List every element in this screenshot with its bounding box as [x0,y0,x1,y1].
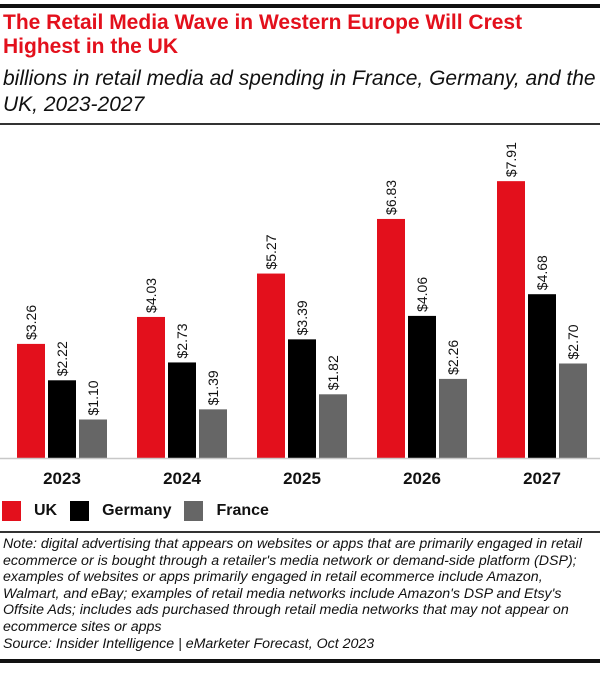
value-label-france-2027: $2.70 [565,324,581,359]
bar-germany-2025 [288,339,316,458]
footnote: Note: digital advertising that appears o… [3,536,582,635]
legend-swatch-germany [70,501,90,521]
bar-chart: $3.26 $2.22 $1.10 $4.03 $2.73 $1.39 $5.27 $3.39… [0,142,600,488]
value-label-uk-2024: $4.03 [143,278,159,313]
bar-germany-2024 [168,362,196,458]
bottom-rule [0,659,600,663]
value-label-germany-2026: $4.06 [414,277,430,312]
subtitle-divider [0,123,600,125]
value-label-uk-2025: $5.27 [263,234,279,269]
value-label-france-2024: $1.39 [205,370,221,405]
chart-subtitle: billions in retail media ad spending in … [3,67,596,116]
bars-layer: $3.26 $2.22 $1.10 $4.03 $2.73 $1.39 $5.27 $3.39… [17,142,587,458]
note-divider [0,531,600,533]
bar-france-2024 [199,409,227,458]
x-tick-label-2026: 2026 [403,469,441,488]
value-label-uk-2023: $3.26 [23,305,39,340]
value-label-france-2023: $1.10 [85,380,101,415]
top-rule [0,4,600,8]
bar-france-2026 [439,378,467,458]
legend-swatch-france [184,501,204,521]
value-label-germany-2025: $3.39 [294,300,310,335]
value-label-france-2026: $2.26 [445,340,461,375]
legend-swatch-uk [2,501,21,521]
legend-item-france: France [184,501,269,521]
value-label-germany-2027: $4.68 [534,255,550,290]
x-axis-labels: 2023 2024 2025 2026 2027 [43,469,561,488]
bar-uk-2027 [497,181,525,458]
x-tick-label-2023: 2023 [43,469,81,488]
value-label-uk-2027: $7.91 [503,142,519,177]
bar-germany-2027 [528,294,556,458]
bar-uk-2025 [257,273,285,458]
value-label-france-2025: $1.82 [325,355,341,390]
legend-label-uk: UK [34,502,58,519]
bar-uk-2026 [377,218,405,458]
x-tick-label-2027: 2027 [523,469,561,488]
value-label-uk-2026: $6.83 [383,180,399,215]
chart-title: The Retail Media Wave in Western Europe … [3,11,523,58]
x-tick-label-2024: 2024 [163,469,201,488]
legend-item-germany: Germany [70,501,171,521]
bar-france-2027 [559,363,587,458]
legend-item-uk: UK [2,501,57,521]
value-label-germany-2023: $2.22 [54,341,70,376]
value-label-germany-2024: $2.73 [174,323,190,358]
legend-label-france: France [216,502,269,519]
source-line: Source: Insider Intelligence | eMarketer… [3,636,375,652]
legend-label-germany: Germany [102,502,172,519]
bar-uk-2023 [17,343,45,458]
bar-uk-2024 [137,316,165,458]
bar-germany-2026 [408,315,436,458]
bar-france-2023 [79,419,107,458]
legend: UK Germany France [2,500,282,522]
bar-france-2025 [319,394,347,458]
bar-germany-2023 [48,380,76,458]
x-tick-label-2025: 2025 [283,469,321,488]
